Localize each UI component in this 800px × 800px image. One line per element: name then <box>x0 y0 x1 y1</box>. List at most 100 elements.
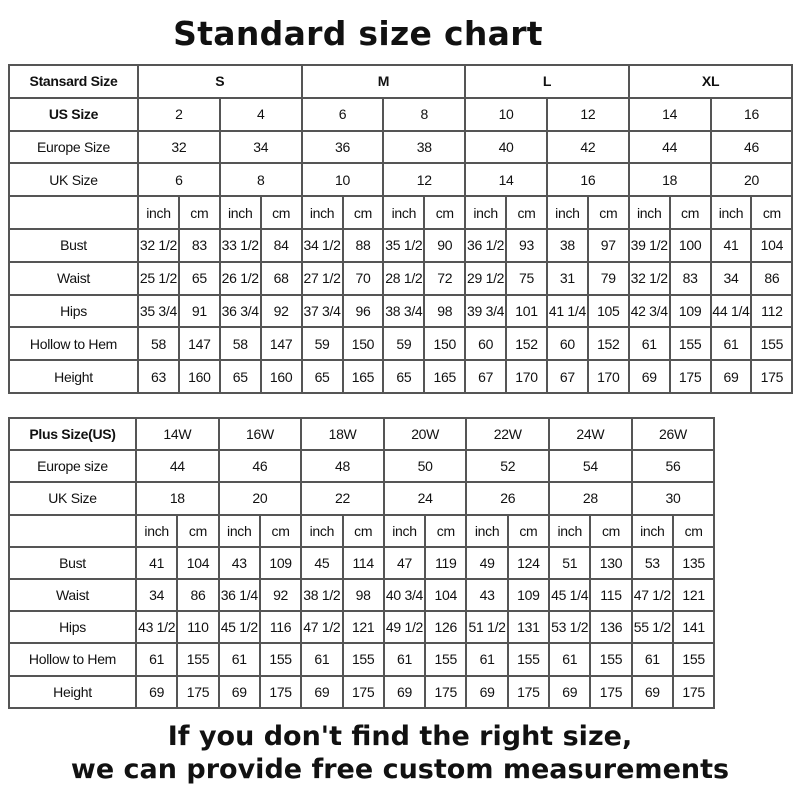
measure-cell: 88 <box>341 227 385 263</box>
measure-cell: 69 <box>709 359 753 394</box>
measure-cell: 114 <box>341 545 385 580</box>
plus-size-header: 20W <box>382 416 468 452</box>
row-label: Europe Size <box>8 129 139 165</box>
measure-cell: 41 1/4 <box>545 293 589 329</box>
measure-cell: 51 <box>548 545 592 580</box>
size-cell: 34 <box>218 129 303 165</box>
row-label: Hollow to Hem <box>8 642 137 677</box>
row-label: Europe size <box>8 449 137 484</box>
size-cell: 16 <box>709 96 794 132</box>
measure-row: Height 63 160 65 160 65 165 65 165 67 170 67 170 69 17… <box>8 359 794 394</box>
measure-cell: 69 <box>630 674 674 709</box>
unit-cell: cm <box>586 195 630 230</box>
size-cell: 42 <box>545 129 630 165</box>
size-cell: 14 <box>627 96 712 132</box>
measure-cell: 83 <box>668 260 712 296</box>
row-header: Plus Size(US) <box>8 416 137 452</box>
row-label: UK Size <box>8 162 139 198</box>
measure-cell: 49 1/2 <box>382 610 427 645</box>
measure-cell: 45 <box>300 545 344 580</box>
measure-cell: 79 <box>586 260 630 296</box>
size-cell: 10 <box>464 96 548 132</box>
measure-cell: 41 <box>709 227 753 263</box>
measure-cell: 59 <box>382 326 426 362</box>
measure-cell: 131 <box>506 610 551 645</box>
measure-cell: 61 <box>465 642 509 677</box>
measure-cell: 60 <box>464 326 508 362</box>
measure-cell: 98 <box>341 577 385 613</box>
measure-cell: 69 <box>548 674 592 709</box>
size-cell: 8 <box>382 96 467 132</box>
measure-cell: 47 1/2 <box>300 610 344 645</box>
row-label: Hips <box>8 610 137 645</box>
measure-cell: 27 1/2 <box>300 260 344 296</box>
standard-size-table: Stansard Size S M L XL US Size 2 4 6 8 10 12 14 16 Eur… <box>8 64 794 394</box>
measure-cell: 155 <box>506 642 551 677</box>
measure-cell: 61 <box>709 326 753 362</box>
measure-cell: 69 <box>134 674 179 709</box>
measure-cell: 31 <box>545 260 589 296</box>
unit-cell: cm <box>177 195 221 230</box>
unit-cell: inch <box>137 195 180 230</box>
measure-cell: 38 3/4 <box>382 293 426 329</box>
unit-cell: inch <box>134 513 179 548</box>
unit-cell: inch <box>218 195 262 230</box>
size-cell: 46 <box>217 449 303 484</box>
size-cell: 24 <box>382 481 468 516</box>
measure-cell: 124 <box>506 545 551 580</box>
measure-cell: 61 <box>627 326 671 362</box>
measure-cell: 115 <box>589 577 633 613</box>
measure-cell: 29 1/2 <box>464 260 508 296</box>
measure-cell: 109 <box>668 293 712 329</box>
measure-cell: 160 <box>259 359 303 394</box>
measure-cell: 58 <box>137 326 180 362</box>
measure-cell: 45 1/4 <box>548 577 592 613</box>
measure-cell: 67 <box>464 359 508 394</box>
unit-cell: cm <box>424 513 468 548</box>
measure-cell: 152 <box>505 326 548 362</box>
size-cell: 26 <box>465 481 551 516</box>
size-cell: 18 <box>135 481 220 516</box>
size-cell: 54 <box>548 449 633 484</box>
measure-cell: 60 <box>545 326 589 362</box>
measure-cell: 121 <box>671 577 716 613</box>
measure-cell: 39 3/4 <box>464 293 508 329</box>
row-label: Waist <box>8 577 137 613</box>
measure-cell: 61 <box>217 642 261 677</box>
unit-cell: cm <box>589 513 633 548</box>
unit-cell: inch <box>382 195 426 230</box>
measure-cell: 70 <box>341 260 385 296</box>
unit-cell: inch <box>709 195 753 230</box>
measure-cell: 130 <box>589 545 633 580</box>
plus-size-header: 24W <box>548 416 633 452</box>
measure-cell: 175 <box>176 674 220 709</box>
plus-size-header: 26W <box>630 416 716 452</box>
measure-cell: 75 <box>505 260 548 296</box>
measure-cell: 98 <box>423 293 467 329</box>
measure-cell: 65 <box>177 260 221 296</box>
row-label: US Size <box>8 96 139 132</box>
measure-cell: 175 <box>258 674 303 709</box>
plus-size-table: Plus Size(US) 14W 16W 18W 20W 22W 24W 26W Europe… <box>8 416 716 709</box>
unit-cell: inch <box>382 513 427 548</box>
measure-cell: 155 <box>750 326 794 362</box>
measure-cell: 58 <box>218 326 262 362</box>
measure-cell: 175 <box>506 674 551 709</box>
plus-size-header: 22W <box>465 416 551 452</box>
measure-cell: 26 1/2 <box>218 260 262 296</box>
measure-cell: 51 1/2 <box>465 610 509 645</box>
empty-cell <box>8 195 139 230</box>
unit-cell: inch <box>464 195 508 230</box>
measure-cell: 147 <box>177 326 221 362</box>
measure-cell: 25 1/2 <box>137 260 180 296</box>
size-cell: 8 <box>218 162 303 198</box>
measure-cell: 96 <box>341 293 385 329</box>
unit-cell: cm <box>750 195 794 230</box>
measure-cell: 155 <box>668 326 712 362</box>
row-label: Waist <box>8 260 139 296</box>
size-cell: 46 <box>709 129 794 165</box>
measure-cell: 38 1/2 <box>300 577 344 613</box>
measure-cell: 175 <box>671 674 716 709</box>
unit-cell: cm <box>423 195 467 230</box>
measure-cell: 69 <box>300 674 344 709</box>
